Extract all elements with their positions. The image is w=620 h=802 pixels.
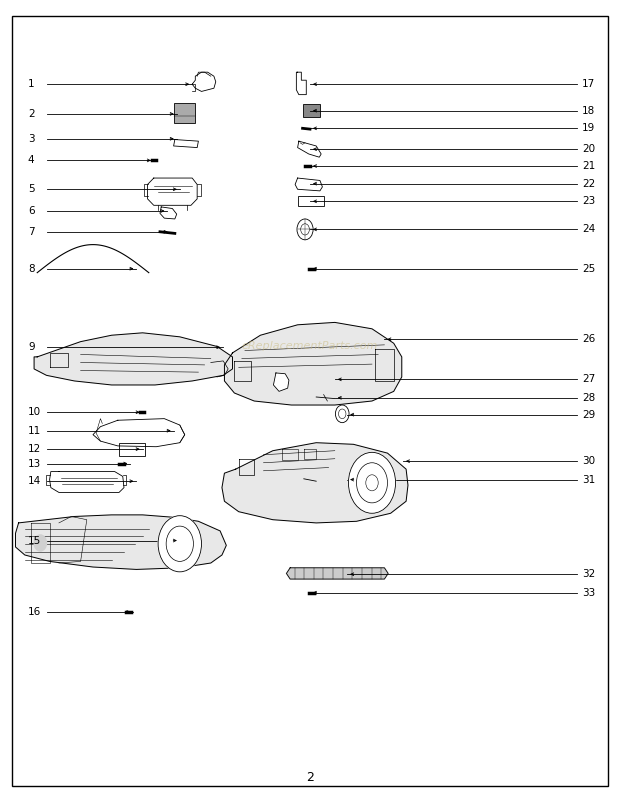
- Text: 29: 29: [582, 410, 595, 419]
- Text: 2: 2: [306, 772, 314, 784]
- Bar: [298, 196, 324, 206]
- Text: 14: 14: [28, 476, 41, 486]
- Bar: [303, 104, 320, 117]
- Polygon shape: [273, 373, 289, 391]
- Text: 2: 2: [28, 109, 35, 119]
- Text: 33: 33: [582, 588, 595, 597]
- Text: 21: 21: [582, 161, 595, 171]
- Text: 15: 15: [28, 536, 41, 545]
- Text: 26: 26: [582, 334, 595, 344]
- Text: 20: 20: [582, 144, 595, 154]
- Text: 12: 12: [28, 444, 41, 454]
- Text: 27: 27: [582, 375, 595, 384]
- Text: 4: 4: [28, 156, 35, 165]
- Text: 1: 1: [28, 79, 35, 89]
- Circle shape: [158, 516, 202, 572]
- Circle shape: [348, 452, 396, 513]
- Text: 5: 5: [28, 184, 35, 194]
- Polygon shape: [296, 72, 306, 95]
- Text: 7: 7: [28, 227, 35, 237]
- Polygon shape: [34, 333, 232, 385]
- Polygon shape: [160, 207, 177, 219]
- Text: 9: 9: [28, 342, 35, 352]
- Polygon shape: [93, 419, 185, 447]
- Text: 17: 17: [582, 79, 595, 89]
- Polygon shape: [174, 140, 198, 148]
- Circle shape: [297, 219, 313, 240]
- Bar: [119, 443, 145, 456]
- Text: 28: 28: [582, 393, 595, 403]
- Text: 6: 6: [28, 206, 35, 216]
- Text: 32: 32: [582, 569, 595, 579]
- Text: 10: 10: [28, 407, 41, 417]
- Polygon shape: [286, 568, 388, 579]
- Text: eReplacementParts.com: eReplacementParts.com: [242, 342, 378, 351]
- Polygon shape: [16, 515, 226, 569]
- Text: 18: 18: [582, 106, 595, 115]
- Text: 13: 13: [28, 459, 41, 468]
- Polygon shape: [192, 72, 216, 91]
- Text: 23: 23: [582, 196, 595, 206]
- Text: 3: 3: [28, 134, 35, 144]
- Polygon shape: [50, 472, 124, 492]
- Polygon shape: [224, 322, 402, 405]
- Circle shape: [335, 405, 349, 423]
- Text: 11: 11: [28, 426, 41, 435]
- Text: 16: 16: [28, 607, 41, 617]
- Text: 8: 8: [28, 264, 35, 273]
- Text: 22: 22: [582, 179, 595, 188]
- Text: 25: 25: [582, 264, 595, 273]
- Circle shape: [34, 535, 46, 551]
- Polygon shape: [295, 178, 322, 191]
- Text: 24: 24: [582, 225, 595, 234]
- Polygon shape: [298, 141, 321, 157]
- Text: 31: 31: [582, 475, 595, 484]
- Polygon shape: [222, 443, 408, 523]
- Text: 30: 30: [582, 456, 595, 466]
- Polygon shape: [148, 178, 197, 205]
- Bar: [174, 103, 195, 123]
- Text: 19: 19: [582, 124, 595, 133]
